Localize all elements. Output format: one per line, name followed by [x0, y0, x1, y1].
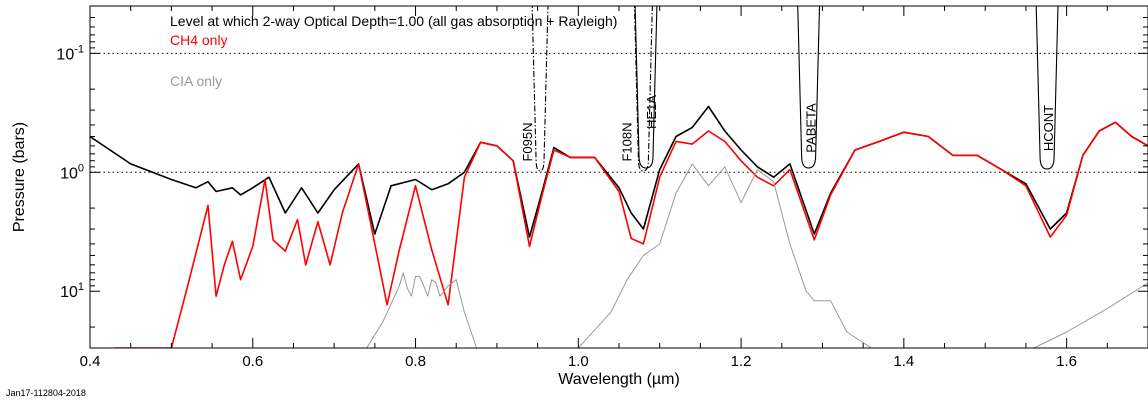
timestamp: Jan17-112804-2018 — [6, 388, 86, 398]
filter-curve-f095n — [531, 6, 549, 172]
series-line-1 — [114, 121, 1148, 348]
filter-curve-hcont — [1035, 6, 1059, 170]
y-axis-label: Pressure (bars) — [11, 122, 28, 232]
x-tick-label: 1.0 — [568, 353, 589, 370]
legend-label: CH4 only — [170, 32, 228, 48]
x-tick-label: 0.8 — [405, 353, 426, 370]
filter-curve-he1a — [634, 6, 658, 169]
y-tick-label: 100 — [60, 162, 84, 182]
x-tick-label: 0.4 — [80, 353, 101, 370]
filter-label: HE1A — [644, 95, 659, 129]
filter-label: PABETA — [804, 103, 819, 153]
filter-label: F095N — [520, 122, 535, 161]
filter-curve-pabeta — [797, 6, 821, 169]
chart-title: Level at which 2-way Optical Depth=1.00 … — [170, 13, 617, 29]
y-tick-label: 101 — [60, 281, 84, 301]
x-tick-label: 1.2 — [731, 353, 752, 370]
filter-curve-f108n — [633, 6, 653, 172]
x-tick-label: 1.6 — [1056, 353, 1077, 370]
filter-label: HCONT — [1041, 105, 1056, 151]
filter-label: F108N — [619, 122, 634, 161]
y-tick-label: 10-1 — [56, 43, 84, 63]
series-line-2 — [366, 163, 1148, 348]
x-axis-label: Wavelength (µm) — [558, 371, 680, 388]
x-tick-label: 0.6 — [242, 353, 263, 370]
x-tick-label: 1.4 — [893, 353, 914, 370]
legend-label: CIA only — [170, 73, 222, 89]
